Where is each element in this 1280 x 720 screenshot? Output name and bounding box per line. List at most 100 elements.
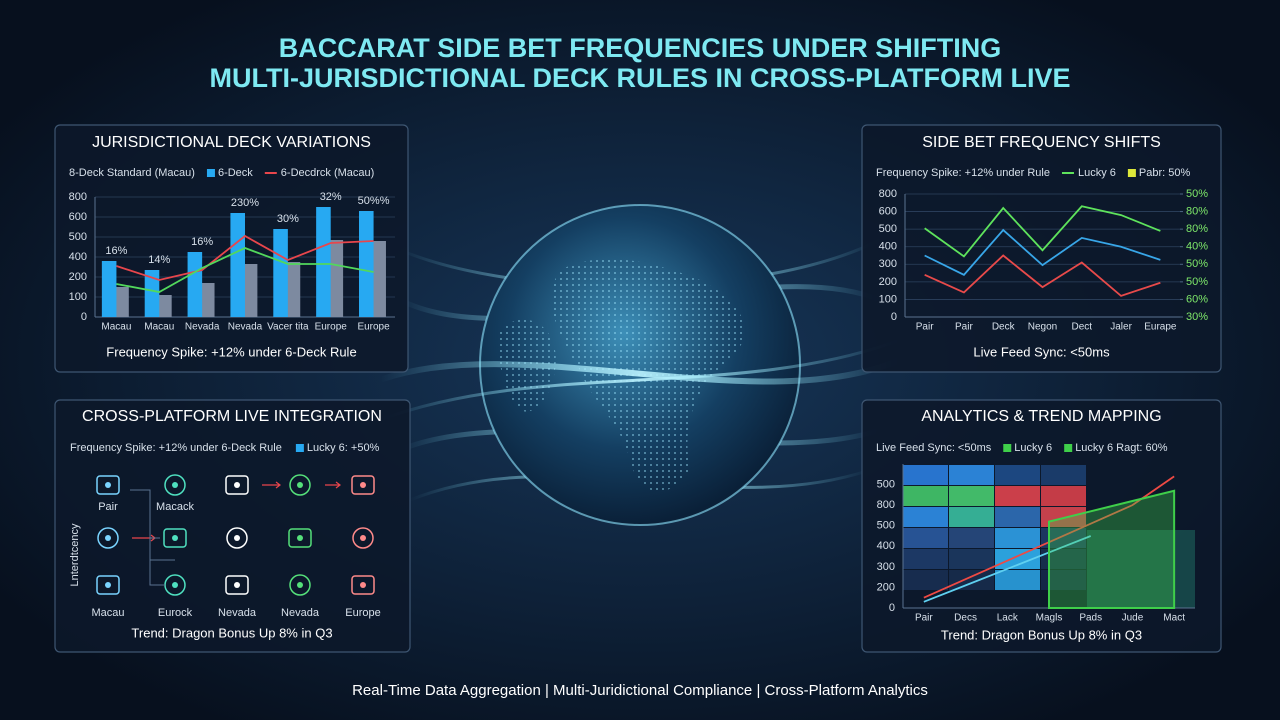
icon-dot bbox=[360, 535, 366, 541]
bar bbox=[230, 213, 245, 317]
bar bbox=[359, 211, 374, 317]
y2-tick-label: 50% bbox=[1186, 258, 1208, 270]
area bbox=[1048, 489, 1176, 609]
arrow bbox=[262, 481, 281, 489]
bar bbox=[273, 229, 288, 317]
x-tick-label: Decs bbox=[954, 613, 977, 624]
y-tick-label: 400 bbox=[879, 241, 897, 253]
y-tick-label: 600 bbox=[879, 205, 897, 217]
heat-cell bbox=[949, 549, 994, 569]
bar bbox=[101, 261, 117, 317]
icon bbox=[289, 574, 311, 596]
x-tick-label: Pair bbox=[915, 613, 933, 624]
node-label: Nevada bbox=[218, 607, 257, 619]
icon bbox=[225, 575, 249, 595]
y2-tick-label: 40% bbox=[1186, 241, 1208, 253]
y-tick-label: 0 bbox=[891, 311, 897, 323]
line bbox=[924, 228, 1161, 276]
globe bbox=[378, 204, 902, 526]
panel-title: ANALYTICS & TREND MAPPING bbox=[921, 408, 1161, 425]
icon-dot bbox=[105, 482, 111, 488]
legend-label: Lucky 6 bbox=[1078, 167, 1116, 179]
x-tick-label: Jaler bbox=[1110, 322, 1132, 333]
y-tick-label: 200 bbox=[69, 271, 87, 283]
y-tick-label: 600 bbox=[69, 211, 87, 223]
bar bbox=[242, 264, 258, 317]
bar bbox=[144, 270, 160, 317]
footer: Real-Time Data Aggregation | Multi-Jurid… bbox=[352, 682, 928, 699]
bar bbox=[371, 241, 386, 317]
connector bbox=[130, 489, 175, 586]
y-tick-label: 500 bbox=[877, 520, 895, 532]
y-tick-label: 100 bbox=[69, 291, 87, 303]
icon bbox=[352, 527, 374, 549]
legend-swatch bbox=[1127, 169, 1136, 177]
heat-cell bbox=[949, 570, 994, 590]
heat-cell bbox=[1041, 465, 1086, 485]
node-label: Europe bbox=[345, 607, 380, 619]
data-label: 14% bbox=[148, 254, 170, 266]
heat-cell bbox=[995, 549, 1040, 569]
title: MULTI-JURISDICTIONAL DECK RULES IN CROSS… bbox=[210, 63, 1071, 93]
icon-dot bbox=[360, 582, 366, 588]
node-label: Macau bbox=[91, 607, 124, 619]
x-tick-label: Pads bbox=[1079, 613, 1102, 624]
x-tick-label: Europe bbox=[357, 322, 390, 333]
y-tick-label: 300 bbox=[877, 561, 895, 573]
y-tick-label: 200 bbox=[879, 276, 897, 288]
heat-cell bbox=[903, 549, 948, 569]
heat-cell bbox=[903, 528, 948, 548]
x-tick-label: Macau bbox=[101, 322, 131, 333]
heat-cell bbox=[995, 570, 1040, 590]
swoosh bbox=[379, 338, 901, 422]
heat-cell bbox=[949, 465, 994, 485]
y-tick-label: 400 bbox=[69, 251, 87, 263]
legend-label: Frequency Spike: +12% under Rule bbox=[876, 167, 1050, 179]
bar bbox=[199, 283, 215, 317]
heat-cell bbox=[949, 528, 994, 548]
y-tick-label: 200 bbox=[877, 581, 895, 593]
legend-swatch bbox=[295, 444, 304, 452]
line bbox=[116, 247, 374, 293]
icon bbox=[225, 475, 249, 495]
data-label: 30% bbox=[277, 213, 299, 225]
bar bbox=[157, 295, 172, 317]
legend-label: Lucky 6 Ragt: 60% bbox=[1075, 442, 1168, 454]
icon bbox=[351, 475, 375, 495]
y-tick-label: 300 bbox=[879, 258, 897, 270]
icon-dot bbox=[172, 482, 178, 488]
y2-tick-label: 80% bbox=[1186, 223, 1208, 235]
icon-dot bbox=[297, 535, 303, 541]
x-tick-label: Vacer tita bbox=[267, 322, 309, 333]
panel-title: SIDE BET FREQUENCY SHIFTS bbox=[922, 134, 1161, 151]
heat-cell bbox=[1041, 549, 1086, 569]
heat-cell bbox=[949, 486, 994, 506]
line bbox=[924, 205, 1161, 258]
y-tick-label: 800 bbox=[879, 188, 897, 200]
y-tick-label: 500 bbox=[879, 223, 897, 235]
x-tick-label: Deck bbox=[992, 322, 1016, 333]
data-label: 16% bbox=[105, 245, 127, 257]
data-label: 32% bbox=[320, 191, 342, 203]
caption: Live Feed Sync: <50ms bbox=[973, 344, 1110, 359]
swoosh bbox=[378, 357, 902, 385]
y2-tick-label: 80% bbox=[1186, 205, 1208, 217]
icon-dot bbox=[172, 582, 178, 588]
heat-cell bbox=[903, 507, 948, 527]
line bbox=[924, 254, 1161, 297]
icon-dot bbox=[297, 582, 303, 588]
data-label: 50%% bbox=[358, 195, 390, 207]
caption: Trend: Dragon Bonus Up 8% in Q3 bbox=[131, 625, 332, 640]
heat-cell bbox=[995, 528, 1040, 548]
bar bbox=[328, 240, 344, 317]
icon-dot bbox=[360, 482, 366, 488]
icon-dot bbox=[105, 582, 111, 588]
heat-cell bbox=[903, 465, 948, 485]
heat-cell bbox=[995, 465, 1040, 485]
data-label: 230% bbox=[231, 197, 259, 209]
heat-cell bbox=[995, 486, 1040, 506]
icon-dot bbox=[234, 582, 240, 588]
x-tick-label: Mact bbox=[1163, 613, 1185, 624]
data-label: 16% bbox=[191, 236, 213, 248]
y2-tick-label: 50% bbox=[1186, 276, 1208, 288]
